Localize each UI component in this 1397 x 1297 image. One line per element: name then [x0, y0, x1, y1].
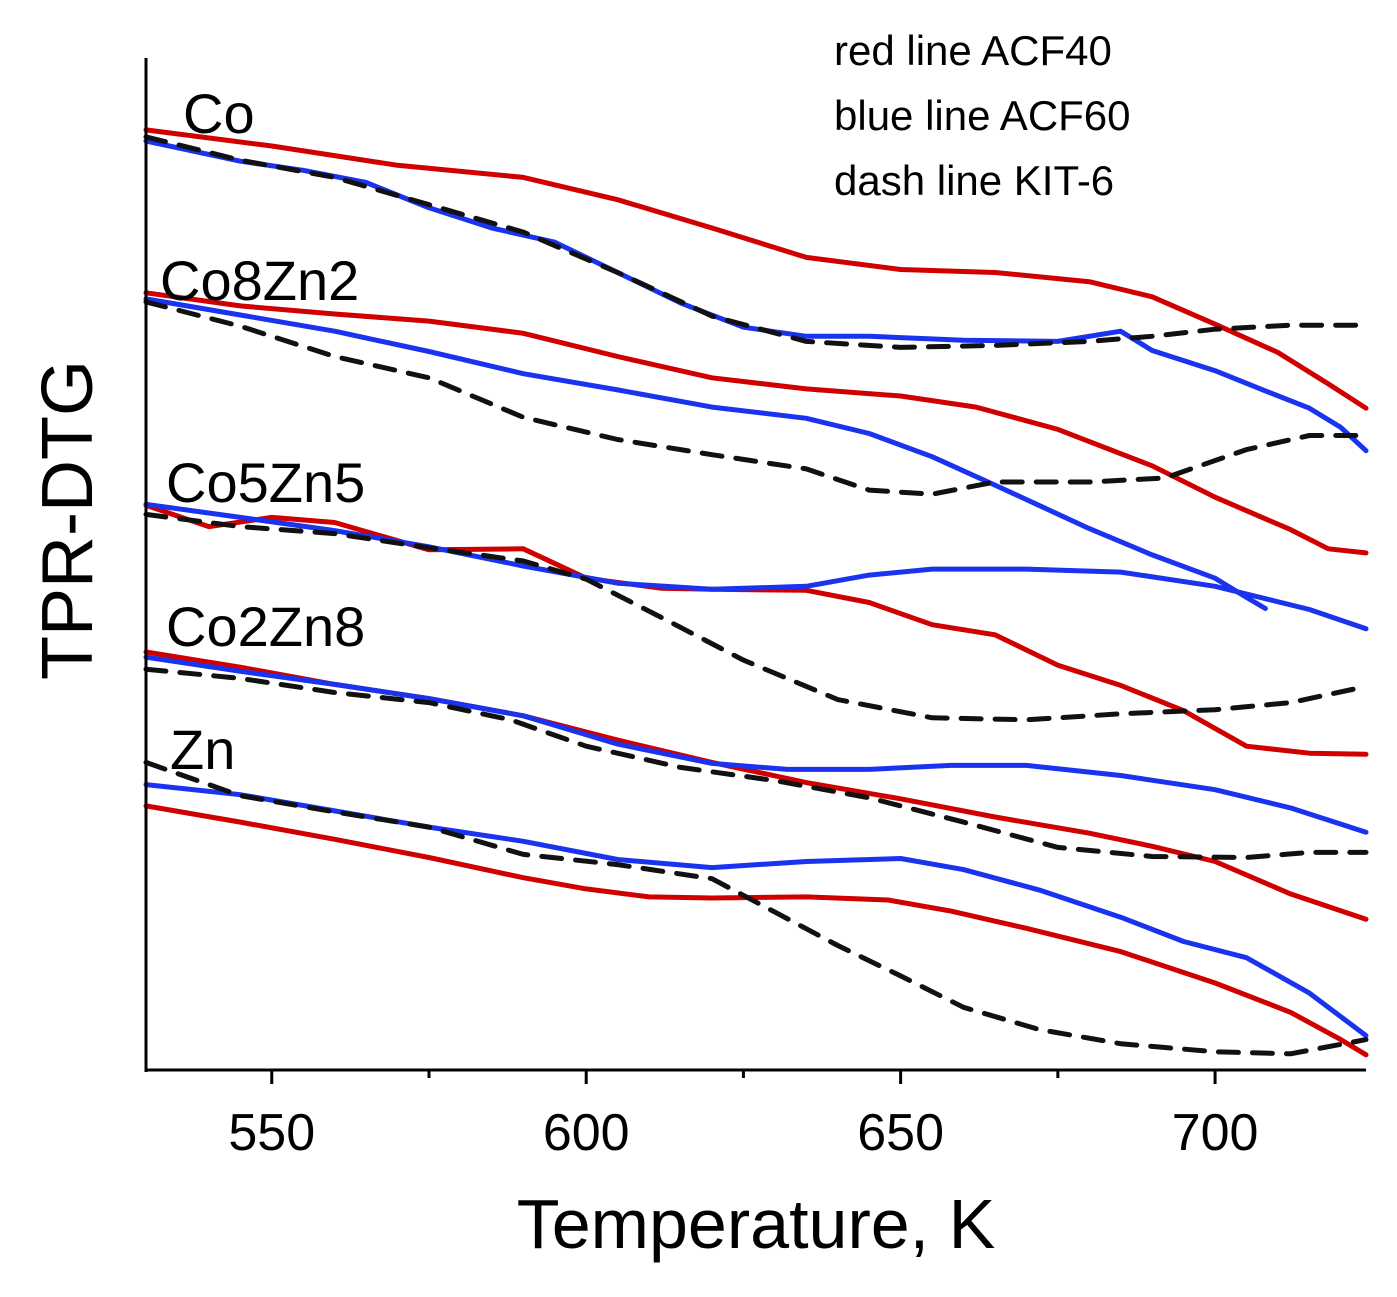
legend-entry-acf40: red line ACF40	[834, 27, 1112, 74]
y-axis-title: TPR-DTG	[28, 360, 108, 680]
curve-label-co5zn5: Co5Zn5	[166, 451, 365, 514]
x-axis-title: Temperature, K	[517, 1185, 996, 1263]
line-co8zn2-acf60	[143, 296, 1268, 611]
x-tick-label-700: 700	[1172, 1104, 1259, 1162]
curve-label-co: Co	[183, 82, 255, 145]
line-co-acf40	[143, 127, 1369, 411]
line-co8zn2-kit6	[143, 299, 1369, 497]
series-layer	[143, 127, 1369, 1058]
line-zn-acf60	[143, 782, 1369, 1039]
line-co2zn8-acf60	[143, 654, 1369, 835]
curve-label-co2zn8: Co2Zn8	[166, 595, 365, 658]
x-tick-label-650: 650	[857, 1104, 944, 1162]
line-co-kit6	[143, 134, 1369, 350]
line-co8zn2-acf40	[143, 290, 1369, 556]
x-tick-label-600: 600	[543, 1104, 630, 1162]
line-zn-kit6	[143, 759, 1369, 1057]
curve-label-co8zn2: Co8Zn2	[160, 249, 359, 312]
legend: red line ACF40 blue line ACF60 dash line…	[834, 27, 1131, 204]
curve-labels: Co Co8Zn2 Co5Zn5 Co2Zn8 Zn	[160, 82, 365, 781]
legend-entry-acf60: blue line ACF60	[834, 92, 1131, 139]
line-co2zn8-kit6	[143, 666, 1369, 860]
line-zn-acf40	[143, 803, 1369, 1058]
x-axis-ticks: 550 600 650 700	[228, 1070, 1258, 1162]
x-tick-label-550: 550	[228, 1104, 315, 1162]
curve-label-zn: Zn	[170, 718, 235, 781]
line-co5zn5-kit6	[143, 511, 1369, 723]
legend-entry-kit6: dash line KIT-6	[834, 157, 1114, 204]
